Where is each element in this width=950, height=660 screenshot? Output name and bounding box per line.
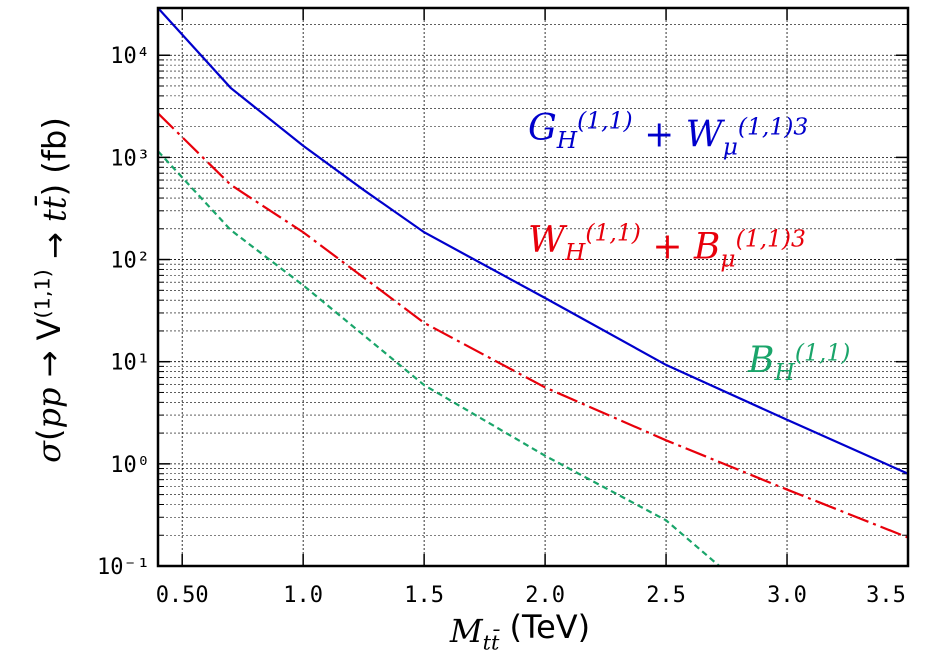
label-part: (1,1): [585, 218, 640, 246]
series-line: [158, 8, 908, 475]
label-part: pp: [30, 388, 68, 429]
x-tick-label: 3.0: [767, 583, 807, 608]
y-tick-label: 10⁻¹: [97, 555, 150, 580]
label-part: tt̄: [483, 629, 500, 655]
label-part: H: [773, 358, 795, 386]
label-part: tt̄: [35, 196, 74, 222]
y-axis-title: σ(pp → V(1,1) → tt̄) (fb): [30, 117, 74, 463]
label-part: σ: [30, 440, 68, 463]
x-tick-label: 2.5: [646, 583, 686, 608]
label-part: (: [30, 429, 68, 441]
x-axis-title: Mtt̄ (TeV): [449, 608, 590, 654]
series-line: [158, 150, 721, 566]
label-part: (1,1)3: [738, 113, 808, 141]
y-tick-label: 10²: [110, 249, 150, 274]
label-part: →: [36, 222, 74, 269]
label-part: + B: [641, 226, 721, 267]
x-tick-label: 0.50: [156, 583, 209, 608]
x-tick-label: 2.0: [525, 583, 565, 608]
series-line: [158, 112, 908, 539]
label-part: G: [528, 108, 557, 149]
label-part: → V: [30, 318, 68, 387]
label-part: B: [747, 340, 774, 381]
y-tick-label: 10⁰: [110, 453, 150, 478]
y-tick-label: 10³: [110, 146, 150, 171]
label-part: (TeV): [499, 608, 590, 646]
label-part: H: [556, 126, 578, 154]
label-part: H: [564, 238, 586, 266]
series-label: WH(1,1) + Bμ(1,1)3: [528, 218, 806, 272]
label-part: (1,1)3: [736, 225, 806, 253]
label-part: W: [528, 220, 568, 261]
x-tick-label: 1.5: [404, 583, 444, 608]
label-part: ) (fb): [36, 117, 74, 196]
series-label: GH(1,1) + Wμ(1,1)3: [528, 106, 808, 160]
label-part: (1,1): [31, 269, 55, 318]
x-tick-label: 3.5: [866, 583, 906, 608]
label-part: + W: [633, 114, 726, 155]
series-label: BH(1,1): [747, 338, 850, 386]
y-tick-label: 10⁴: [110, 44, 150, 69]
y-tick-label: 10¹: [110, 351, 150, 376]
label-part: μ: [720, 244, 735, 272]
label-part: μ: [723, 132, 738, 160]
x-tick-label: 1.0: [283, 583, 323, 608]
label-part: (1,1): [577, 106, 632, 134]
label-part: (1,1): [795, 338, 850, 366]
plot-frame: [156, 6, 910, 568]
label-part: M: [449, 612, 484, 650]
